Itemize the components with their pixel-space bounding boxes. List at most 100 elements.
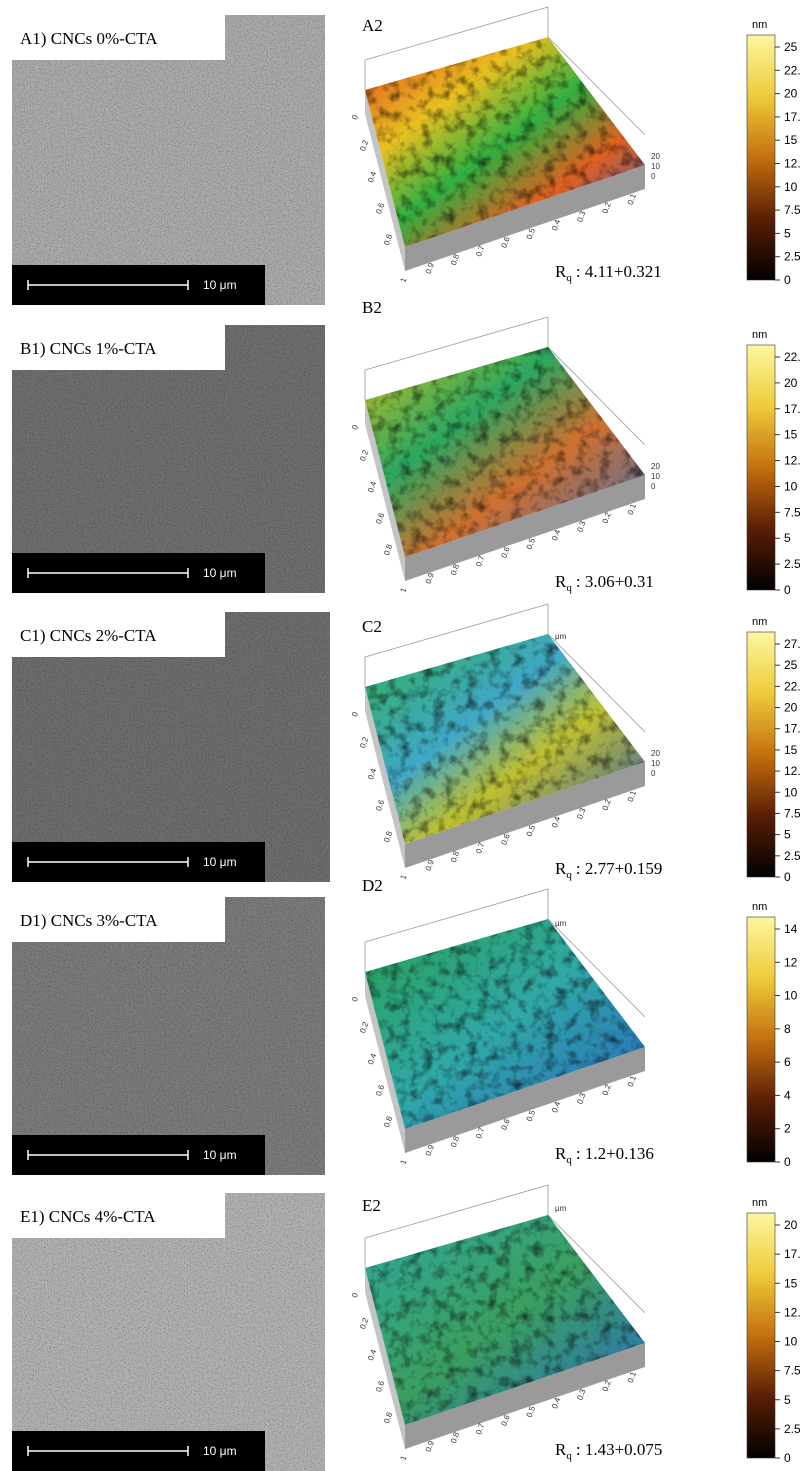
colorbar-tick-label: 15 <box>784 1276 798 1290</box>
afm-x-tick-label: 0.7 <box>474 1126 486 1140</box>
afm-x-tick-label: 0.8 <box>449 252 461 266</box>
afm-x-tick-label: 0.3 <box>575 1091 587 1105</box>
afm-x-tick-label: 0.3 <box>575 209 587 223</box>
rq-subscript: q <box>566 1154 572 1166</box>
colorbar-tick-label: 20 <box>784 87 798 101</box>
afm-x-tick-label: 0.5 <box>525 536 537 550</box>
afm-x-tick-label: 0.2 <box>601 1083 613 1097</box>
afm-y-tick-label: 0.2 <box>358 448 370 462</box>
colorbar-tick-label: 2 <box>784 1122 791 1136</box>
afm-z-tick-label: 10 <box>651 759 660 768</box>
rq-value: : 2.77+0.159 <box>576 859 663 878</box>
afm-frame <box>364 888 646 1018</box>
afm-x-tick-label: 0.5 <box>525 1404 537 1418</box>
afm-x-tick-label: 0.6 <box>499 832 511 846</box>
afm-y-tick-label: 0.4 <box>366 1348 378 1362</box>
rq-subscript: q <box>566 582 572 594</box>
afm-x-tick-label: 0.7 <box>474 554 486 568</box>
rq-symbol: R <box>555 262 567 281</box>
afm-x-tick-label: 0.4 <box>550 1396 562 1410</box>
afm-y-tick-label: 0.4 <box>366 1052 378 1066</box>
sem-texture <box>12 15 325 305</box>
colorbar-tick-label: 14 <box>784 922 798 936</box>
colorbar-tick-label: 7.5 <box>784 505 800 519</box>
rq-value: : 1.43+0.075 <box>576 1440 663 1459</box>
afm-x-tick-label: 0.1 <box>626 789 638 803</box>
afm-x-tick-label: 1 <box>398 1158 408 1166</box>
afm-y-tick-label: 0.6 <box>374 201 386 215</box>
afm-y-tick-label: 0 <box>350 113 360 121</box>
colorbar-tick-label: 6 <box>784 1055 791 1069</box>
afm-x-tick-label: 0.9 <box>424 571 436 585</box>
afm-surface-texture <box>365 634 645 844</box>
colorbar-tick-label: 12.5 <box>784 1305 800 1319</box>
colorbar-tick-label: 12.5 <box>784 764 800 778</box>
afm-side <box>365 972 405 1153</box>
afm-y-tick-label: 0 <box>350 710 360 718</box>
afm-x-tick-label: 0.1 <box>626 502 638 516</box>
roughness: Rq: 1.2+0.136 <box>555 1144 654 1166</box>
scale-bar-label: 10 μm <box>203 1148 237 1162</box>
afm-y-tick-label: 0.8 <box>382 1411 394 1425</box>
afm-side <box>365 1268 405 1449</box>
sem-label: D1) CNCs 3%-CTA <box>20 911 158 930</box>
colorbar-tick-label: 20 <box>784 376 798 390</box>
afm-x-tick-label: 0.8 <box>449 1430 461 1444</box>
afm-x-tick-label: 0.6 <box>499 235 511 249</box>
colorbar-tick-label: 10 <box>784 180 798 194</box>
afm-x-tick-label: 0.7 <box>474 841 486 855</box>
colorbar-tick-label: 15 <box>784 743 798 757</box>
afm-x-tick-label: 1 <box>398 276 408 284</box>
afm-label: E2 <box>362 1196 381 1215</box>
rq-subscript: q <box>566 869 572 881</box>
rq-symbol: R <box>555 572 567 591</box>
colorbar-tick-label: 0 <box>784 273 791 287</box>
rq-value: : 1.2+0.136 <box>576 1144 654 1163</box>
afm-x-tick-label: 0.9 <box>424 858 436 872</box>
colorbar-tick-label: 2.5 <box>784 1422 800 1436</box>
colorbar-tick-label: 10 <box>784 479 798 493</box>
colorbar-tick-label: 15 <box>784 428 798 442</box>
rq-symbol: R <box>555 859 567 878</box>
afm-x-tick-label: 0.2 <box>601 511 613 525</box>
afm-y-tick-label: 0 <box>350 423 360 431</box>
colorbar-tick-label: 7.5 <box>784 1364 800 1378</box>
colorbar-tick-label: 7.5 <box>784 806 800 820</box>
afm-x-tick-label: 0.6 <box>499 545 511 559</box>
roughness: Rq: 3.06+0.31 <box>555 572 654 594</box>
afm-z-tick-label: 20 <box>651 462 660 471</box>
afm-frame <box>364 316 646 446</box>
colorbar-tick-label: 0 <box>784 870 791 884</box>
colorbar <box>746 34 776 281</box>
colorbar-tick-label: 10 <box>784 1335 798 1349</box>
afm-x-tick-label: 0.6 <box>499 1413 511 1427</box>
afm-y-tick-label: 0.6 <box>374 511 386 525</box>
afm-side <box>405 1047 645 1153</box>
colorbar-tick-label: 2.5 <box>784 557 800 571</box>
afm-z-tick-label: 0 <box>651 482 656 491</box>
afm-frame <box>364 6 646 136</box>
colorbar-tick-label: 2.5 <box>784 849 800 863</box>
colorbar-tick-label: 4 <box>784 1088 791 1102</box>
afm-surface-texture <box>365 919 645 1129</box>
afm-x-tick-label: 0.3 <box>575 1387 587 1401</box>
afm-x-tick-label: 0.5 <box>525 226 537 240</box>
afm-side <box>365 90 405 271</box>
colorbar-unit: nm <box>752 19 767 31</box>
afm-side <box>405 1343 645 1449</box>
colorbar-tick-label: 0 <box>784 1155 791 1169</box>
sem-label-box <box>12 1193 225 1238</box>
roughness: Rq: 4.11+0.321 <box>555 262 662 284</box>
afm-y-tick-label: 0.8 <box>382 543 394 557</box>
roughness: Rq: 1.43+0.075 <box>555 1440 662 1462</box>
afm-x-tick-label: 0.1 <box>626 1074 638 1088</box>
colorbar-tick-label: 20 <box>784 1218 798 1232</box>
afm-x-tick-label: 1 <box>398 586 408 594</box>
afm-x-tick-label: 0.5 <box>525 1108 537 1122</box>
afm-frame <box>364 603 646 733</box>
colorbar-tick-label: 12.5 <box>784 157 800 171</box>
roughness: Rq : 2.77+0.159 <box>555 859 662 881</box>
afm-y-tick-label: 0.8 <box>382 1115 394 1129</box>
